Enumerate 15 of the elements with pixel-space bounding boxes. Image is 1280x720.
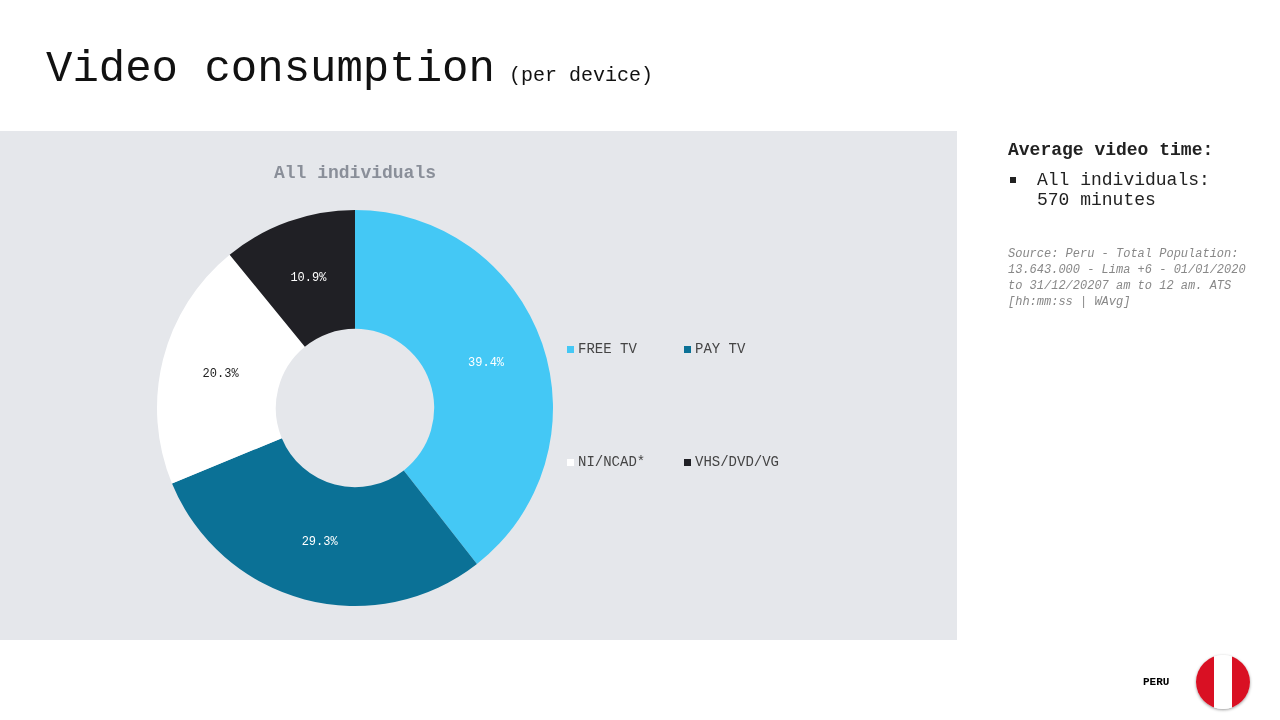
data-label: 20.3% <box>202 367 240 382</box>
legend-label: FREE TV <box>578 341 637 357</box>
data-label: 10.9% <box>290 270 328 285</box>
chart-subtitle: (per device) <box>508 64 653 87</box>
text: All individuals <box>273 163 437 183</box>
legend-label: PAY TV <box>695 341 746 357</box>
data-label: 39.4% <box>468 356 505 371</box>
chart-title: Video consumption <box>46 44 495 94</box>
text: All individuals: 570 minutes <box>1008 170 1248 210</box>
legend-label: VHS/DVD/VG <box>695 454 780 470</box>
legend-label: NI/NCAD* <box>578 454 646 470</box>
data-label: 29.3% <box>301 535 339 550</box>
text: PERU <box>1143 676 1170 688</box>
source-note: Source: Peru - Total Population: 13.643.000 - Lima +6 - 01/01/2020 to 31/12/20207 am to 12 am. ATS [hh:mm:ss | WAvg] <box>1008 246 1247 310</box>
text: Average video time: <box>1008 140 1215 160</box>
